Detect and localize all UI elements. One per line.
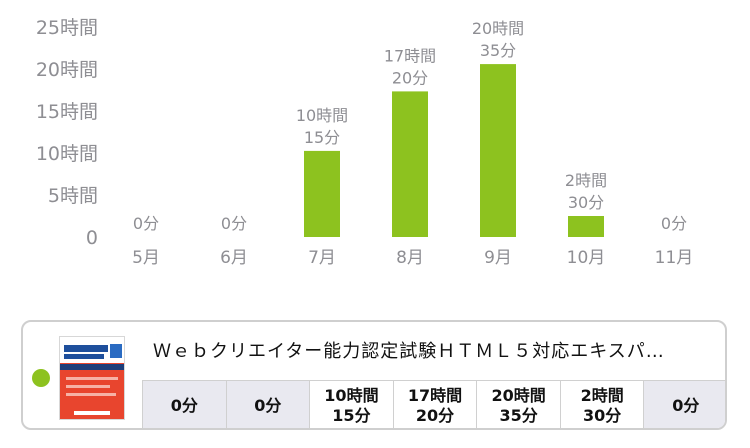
month-time-cell: 20時間 35分 bbox=[476, 381, 560, 428]
month-time-text: 0分 bbox=[672, 396, 700, 415]
month-time-text: 17時間 bbox=[407, 386, 463, 405]
data-label: 20時間 bbox=[472, 19, 524, 38]
book-cover-thumbnail[interactable] bbox=[59, 336, 125, 420]
y-tick-label: 20時間 bbox=[36, 59, 98, 81]
month-time-text: 10時間 bbox=[324, 386, 379, 405]
monthly-time-row: 0分 0分 10時間 15分 17時間 20分 20時間 35分 2時間 30分 0分 bbox=[142, 380, 725, 428]
x-tick-label: 11月 bbox=[655, 248, 694, 268]
month-time-cell: 0分 bbox=[142, 381, 226, 428]
data-label: 10時間 bbox=[296, 106, 348, 125]
month-time-text: 2時間 bbox=[580, 386, 624, 405]
data-label: 30分 bbox=[568, 193, 604, 212]
y-tick-label: 0 bbox=[86, 227, 98, 249]
data-label: 0分 bbox=[133, 214, 159, 233]
x-tick-label: 6月 bbox=[220, 248, 248, 268]
month-time-text: 0分 bbox=[254, 396, 282, 415]
x-tick-label: 5月 bbox=[132, 248, 160, 268]
y-tick-label: 5時間 bbox=[48, 185, 98, 207]
data-label: 2時間 bbox=[565, 171, 607, 190]
material-title[interactable]: Ｗｅｂクリエイター能力認定試験ＨＴＭＬ５対応エキスパ… bbox=[153, 341, 665, 362]
data-label: 0分 bbox=[661, 214, 687, 233]
x-tick-label: 8月 bbox=[396, 248, 424, 268]
month-time-text: 15分 bbox=[332, 406, 371, 425]
x-tick-label: 9月 bbox=[484, 248, 512, 268]
data-label: 35分 bbox=[480, 41, 516, 60]
month-time-cell: 0分 bbox=[225, 381, 310, 428]
bar-4 bbox=[392, 91, 428, 238]
material-card[interactable]: Ｗｅｂクリエイター能力認定試験ＨＴＭＬ５対応エキスパ… 0分 0分 10時間 15分 1… bbox=[21, 320, 727, 430]
bar-5 bbox=[480, 64, 516, 237]
data-label: 17時間 bbox=[384, 46, 436, 65]
data-label: 20分 bbox=[392, 68, 428, 87]
y-tick-label: 10時間 bbox=[36, 143, 98, 165]
month-time-cell: 17時間 20分 bbox=[392, 381, 477, 428]
month-time-text: 30分 bbox=[583, 406, 622, 425]
bar-6 bbox=[568, 216, 604, 237]
month-time-cell: 2時間 30分 bbox=[559, 381, 644, 428]
month-time-text: 35分 bbox=[499, 406, 538, 425]
data-label: 0分 bbox=[221, 214, 247, 233]
month-time-text: 20時間 bbox=[491, 386, 546, 405]
month-time-cell: 0分 bbox=[643, 381, 725, 428]
month-time-text: 0分 bbox=[170, 396, 198, 415]
data-label: 15分 bbox=[304, 128, 340, 147]
monthly-study-time-chart: 0 5時間 10時間 15時間 20時間 25時間 0分 5月 0分 6月 10時間 15分 7月 17時… bbox=[36, 17, 694, 268]
x-tick-label: 10月 bbox=[567, 248, 606, 268]
material-color-dot bbox=[32, 369, 50, 387]
x-tick-label: 7月 bbox=[308, 248, 336, 268]
month-time-text: 20分 bbox=[415, 406, 455, 425]
y-tick-label: 25時間 bbox=[36, 17, 98, 39]
month-time-cell: 10時間 15分 bbox=[309, 381, 393, 428]
bar-3 bbox=[304, 150, 340, 237]
y-tick-label: 15時間 bbox=[36, 101, 98, 123]
